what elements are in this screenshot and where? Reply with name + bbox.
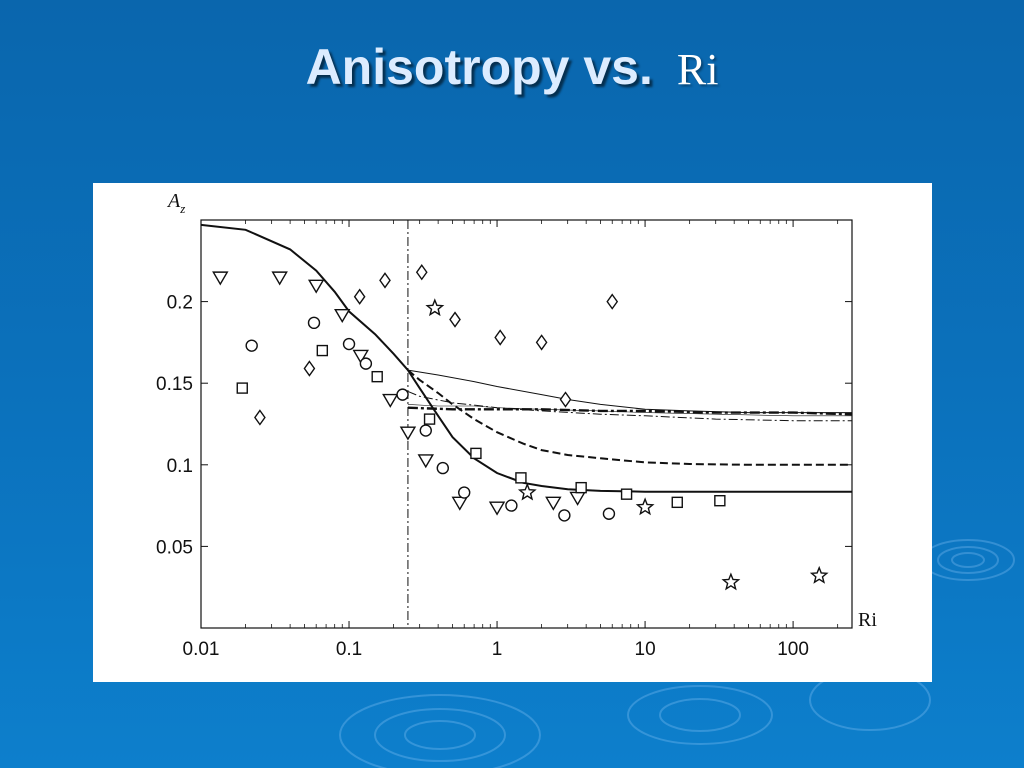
y-tick-label: 0.15 bbox=[156, 374, 193, 395]
data-point-circle bbox=[436, 461, 449, 475]
data-point-square bbox=[423, 413, 436, 425]
data-point-square bbox=[470, 447, 482, 460]
data-point-triangle bbox=[451, 496, 468, 511]
data-point-square bbox=[316, 344, 329, 357]
data-point-circle bbox=[307, 316, 321, 330]
data-point-triangle bbox=[271, 271, 288, 286]
data-point-star bbox=[635, 497, 655, 516]
data-point-circle bbox=[558, 509, 571, 522]
data-point-square bbox=[620, 488, 633, 500]
data-point-circle bbox=[342, 337, 356, 351]
curve-dashdot-thick bbox=[407, 406, 853, 416]
data-point-triangle bbox=[545, 496, 562, 511]
y-axis-label-symbol: A bbox=[166, 190, 181, 212]
data-point-circle bbox=[505, 499, 518, 512]
y-tick-label: 0.2 bbox=[167, 293, 193, 314]
data-point-circle bbox=[602, 507, 616, 520]
slide-title-variable: Ri bbox=[676, 45, 719, 94]
x-axis-label: Ri bbox=[858, 609, 877, 631]
data-point-triangle bbox=[212, 271, 229, 286]
data-point-triangle bbox=[569, 491, 586, 506]
data-point-circle bbox=[396, 388, 409, 401]
data-point-star bbox=[721, 572, 741, 591]
y-axis-label-subscript: z bbox=[179, 201, 185, 216]
x-tick-label: 1 bbox=[492, 639, 503, 660]
curve-solid-hair bbox=[407, 404, 852, 417]
data-point-triangle bbox=[488, 501, 506, 516]
data-point-triangle bbox=[399, 426, 417, 441]
slide-title-main: Anisotropy vs. bbox=[305, 39, 653, 95]
plot-frame bbox=[200, 219, 853, 629]
curve-dashed-thick bbox=[407, 369, 852, 466]
data-point-square bbox=[575, 481, 587, 494]
x-tick-label: 0.01 bbox=[183, 639, 220, 660]
data-point-triangle bbox=[382, 393, 399, 408]
anisotropy-chart: 0.01 0.1 1 10 100 0.05 0.1 0.15 0.2 Az Ri bbox=[156, 190, 877, 660]
x-tick-label: 100 bbox=[777, 639, 809, 660]
chart-panel: 0.01 0.1 1 10 100 0.05 0.1 0.15 0.2 Az Ri bbox=[93, 183, 932, 682]
data-point-star bbox=[809, 565, 829, 584]
data-point-square bbox=[515, 472, 527, 484]
x-tick-label: 10 bbox=[635, 639, 656, 660]
data-point-diamond bbox=[254, 409, 266, 426]
data-point-circle bbox=[245, 339, 258, 352]
data-point-square bbox=[714, 495, 726, 507]
data-point-diamond bbox=[415, 264, 428, 281]
data-point-triangle bbox=[334, 308, 351, 324]
data-point-square bbox=[371, 370, 383, 383]
data-point-diamond bbox=[535, 334, 548, 351]
data-point-diamond bbox=[494, 329, 507, 346]
data-point-star bbox=[517, 482, 537, 501]
data-point-triangle bbox=[307, 279, 325, 294]
x-tick-label: 0.1 bbox=[336, 639, 362, 660]
curve-solid-thick bbox=[200, 223, 852, 493]
data-point-circle bbox=[359, 357, 373, 370]
y-tick-label: 0.05 bbox=[156, 537, 193, 558]
data-point-diamond bbox=[303, 360, 316, 377]
slide-title: Anisotropy vs. Ri bbox=[0, 38, 1024, 96]
data-point-diamond bbox=[606, 293, 619, 310]
data-point-diamond bbox=[353, 288, 366, 305]
data-point-diamond bbox=[379, 272, 391, 289]
data-point-triangle bbox=[352, 349, 369, 364]
data-point-circle bbox=[458, 486, 471, 499]
curve-dashdot-thin bbox=[407, 390, 852, 422]
data-point-circle bbox=[419, 424, 432, 437]
data-point-diamond bbox=[449, 311, 461, 328]
data-point-square bbox=[236, 382, 248, 394]
data-point-square bbox=[671, 496, 683, 509]
data-point-diamond bbox=[559, 391, 572, 408]
y-tick-label: 0.1 bbox=[167, 456, 193, 477]
y-axis-label: Az bbox=[166, 190, 185, 216]
data-point-triangle bbox=[417, 454, 434, 469]
data-point-star bbox=[425, 298, 445, 317]
